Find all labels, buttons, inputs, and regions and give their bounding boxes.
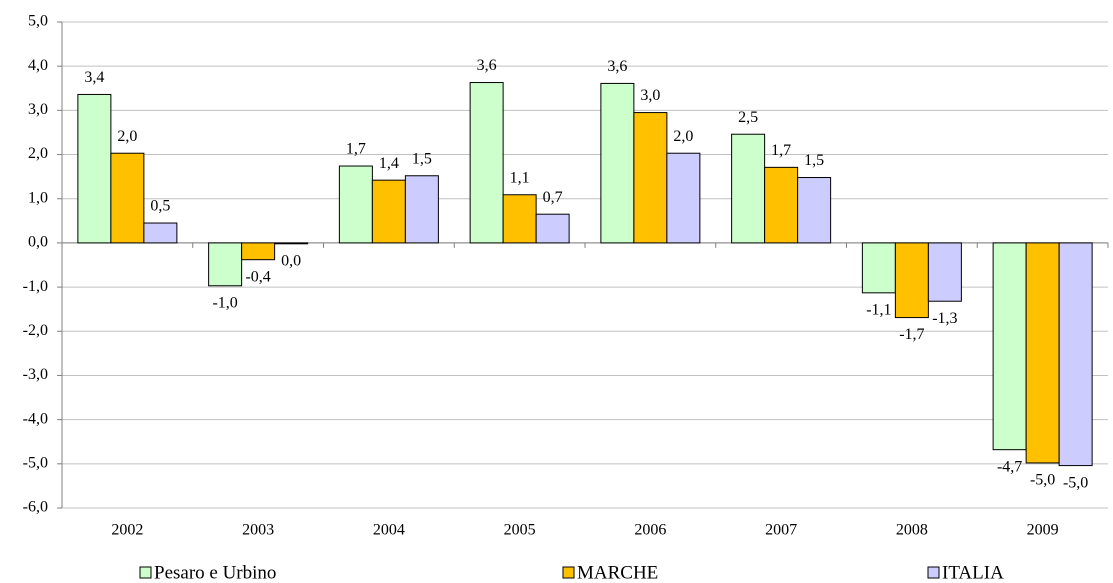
y-tick-label: 5,0	[28, 13, 48, 30]
bar	[110, 152, 145, 244]
y-tick-label: -5,0	[23, 454, 48, 471]
y-tick-label: 1,0	[28, 189, 48, 206]
bar	[600, 82, 635, 244]
data-label: 2,0	[673, 128, 693, 145]
bar	[1025, 242, 1060, 464]
bar	[404, 175, 439, 244]
y-tick-label: -4,0	[23, 410, 48, 427]
data-label: 1,5	[804, 152, 824, 169]
data-label: 3,0	[640, 87, 660, 104]
y-tick-label: -2,0	[23, 322, 48, 339]
bar	[274, 242, 309, 245]
bar	[338, 165, 373, 244]
y-tick-label: 0,0	[28, 234, 48, 251]
data-label: -5,0	[1030, 472, 1055, 489]
y-tick-label: 3,0	[28, 101, 48, 118]
y-tick-label: -6,0	[23, 499, 48, 516]
data-label: -1,7	[899, 326, 924, 343]
legend-label: Pesaro e Urbino	[154, 562, 276, 583]
data-label: 0,5	[150, 198, 170, 215]
data-label: -0,4	[245, 268, 270, 285]
data-label: 3,6	[477, 57, 497, 74]
bar	[797, 177, 832, 244]
bar	[77, 93, 112, 244]
data-label: 1,1	[510, 169, 530, 186]
bar	[502, 194, 537, 244]
data-label: -5,0	[1063, 474, 1088, 491]
x-tick-label: 2003	[242, 522, 274, 539]
data-label: 3,4	[84, 69, 104, 86]
x-tick-label: 2007	[765, 522, 797, 539]
legend-swatch	[927, 566, 940, 579]
data-label: 1,7	[346, 141, 366, 158]
data-label: 1,5	[412, 150, 432, 167]
data-label: -1,3	[932, 310, 957, 327]
bar	[371, 179, 406, 244]
data-label: -1,0	[212, 294, 237, 311]
bar	[241, 242, 276, 261]
bar	[992, 242, 1027, 451]
data-label: 2,0	[117, 128, 137, 145]
legend-swatch	[139, 566, 152, 579]
data-label: 1,4	[379, 155, 399, 172]
x-tick-label: 2004	[373, 522, 405, 539]
data-label: 1,7	[771, 142, 791, 159]
bar	[469, 82, 504, 244]
data-label: 2,5	[738, 109, 758, 126]
bar	[894, 242, 929, 319]
bar	[1058, 242, 1093, 467]
bar	[861, 242, 896, 294]
data-label: -4,7	[997, 458, 1022, 475]
bar	[666, 152, 701, 244]
y-tick-label: -3,0	[23, 366, 48, 383]
bar	[208, 242, 243, 287]
legend-label: ITALIA	[942, 562, 1004, 583]
y-tick-label: 2,0	[28, 145, 48, 162]
bar	[633, 112, 668, 244]
x-tick-label: 2005	[504, 522, 536, 539]
data-label: 0,7	[543, 189, 563, 206]
legend-label: MARCHE	[577, 562, 658, 583]
data-label: 3,6	[607, 58, 627, 75]
bar	[535, 213, 570, 244]
bar	[731, 133, 766, 244]
legend-swatch	[562, 566, 575, 579]
x-tick-label: 2006	[634, 522, 666, 539]
bar	[927, 242, 962, 302]
x-tick-label: 2008	[896, 522, 928, 539]
data-label: 0,0	[281, 252, 301, 269]
bar	[764, 166, 799, 244]
y-tick-label: -1,0	[23, 278, 48, 295]
bar	[143, 222, 178, 244]
x-tick-label: 2002	[111, 522, 143, 539]
y-tick-label: 4,0	[28, 57, 48, 74]
data-label: -1,1	[866, 302, 891, 319]
x-tick-label: 2009	[1027, 522, 1059, 539]
